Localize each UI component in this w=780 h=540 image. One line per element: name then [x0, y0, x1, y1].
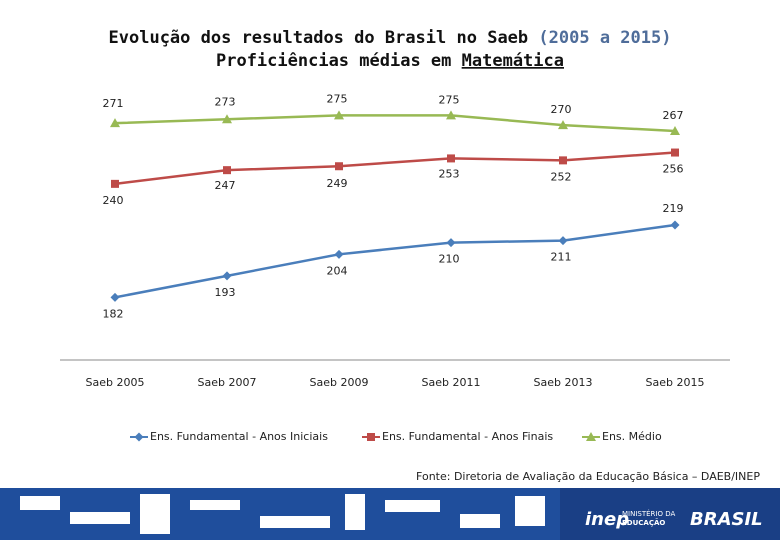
x-tick-label: Saeb 2009	[310, 376, 369, 389]
marker	[446, 110, 456, 120]
marker	[558, 120, 568, 130]
marker	[558, 236, 568, 246]
footer-pattern	[190, 500, 240, 510]
data-label: 204	[327, 264, 348, 277]
marker	[446, 238, 456, 248]
marker	[111, 179, 119, 188]
data-label: 211	[551, 251, 572, 264]
footer-pattern	[140, 494, 170, 534]
data-label: 253	[439, 167, 460, 180]
marker	[670, 126, 680, 136]
series-line	[114, 223, 676, 299]
marker	[335, 162, 343, 171]
series-line	[114, 114, 676, 133]
footer-pattern	[460, 514, 500, 528]
x-tick-label: Saeb 2007	[198, 376, 257, 389]
subtitle-subject: Matemática	[462, 51, 564, 71]
footer-pattern	[260, 516, 330, 528]
marker	[334, 110, 344, 120]
marker	[559, 156, 567, 165]
data-label: 193	[215, 286, 236, 299]
x-tick-label: Saeb 2011	[422, 376, 481, 389]
footer-pattern	[515, 496, 545, 526]
marker	[223, 166, 231, 175]
data-label: 182	[103, 307, 124, 320]
data-label: 210	[439, 253, 460, 266]
marker	[110, 118, 120, 128]
x-tick-label: Saeb 2015	[646, 376, 705, 389]
title-text: Evolução dos resultados do Brasil no Sae…	[109, 28, 529, 48]
title-years: (2005 a 2015)	[538, 28, 671, 48]
data-label: 256	[663, 163, 684, 176]
legend-label: Ens. Médio	[602, 430, 662, 443]
marker	[586, 432, 596, 441]
data-label: 240	[103, 194, 124, 207]
country-logo: BRASIL	[690, 509, 763, 530]
marker	[367, 433, 375, 441]
chart-title: Evolução dos resultados do Brasil no Sae…	[109, 28, 672, 48]
marker	[222, 271, 232, 281]
legend-label: Ens. Fundamental - Anos Iniciais	[150, 430, 328, 443]
footer-band: inep MINISTÉRIO DA EDUCAÇÃO BRASIL	[0, 488, 780, 540]
data-label: 273	[215, 95, 236, 108]
subtitle-text: Proficiências médias em	[216, 51, 451, 71]
marker	[447, 154, 455, 163]
marker	[222, 114, 232, 124]
legend-label: Ens. Fundamental - Anos Finais	[382, 430, 553, 443]
data-label: 249	[327, 177, 348, 190]
inep-logo: inep	[585, 509, 629, 530]
data-label: 275	[439, 93, 460, 106]
data-label: 271	[103, 97, 124, 110]
marker	[671, 148, 679, 157]
footer-pattern	[385, 500, 440, 512]
data-label: 267	[663, 109, 684, 122]
x-tick-label: Saeb 2005	[86, 376, 145, 389]
marker	[334, 249, 344, 259]
x-tick-label: Saeb 2013	[534, 376, 593, 389]
data-label: 247	[215, 179, 236, 192]
footer-logos	[560, 488, 780, 540]
footer-pattern	[20, 496, 60, 510]
series-line	[114, 151, 676, 186]
footer-pattern	[70, 512, 130, 524]
marker	[134, 432, 144, 442]
ministry-logo: EDUCAÇÃO	[622, 518, 665, 527]
data-label: 252	[551, 170, 572, 183]
source: Fonte: Diretoria de Avaliação da Educaçã…	[416, 470, 760, 483]
data-label: 270	[551, 103, 572, 116]
footer-pattern	[345, 494, 365, 530]
data-label: 219	[663, 202, 684, 215]
data-label: 275	[327, 92, 348, 105]
ministry-logo: MINISTÉRIO DA	[622, 509, 675, 518]
chart-subtitle: Proficiências médias em Matemática	[216, 51, 564, 71]
marker	[670, 220, 680, 230]
marker	[110, 292, 120, 302]
